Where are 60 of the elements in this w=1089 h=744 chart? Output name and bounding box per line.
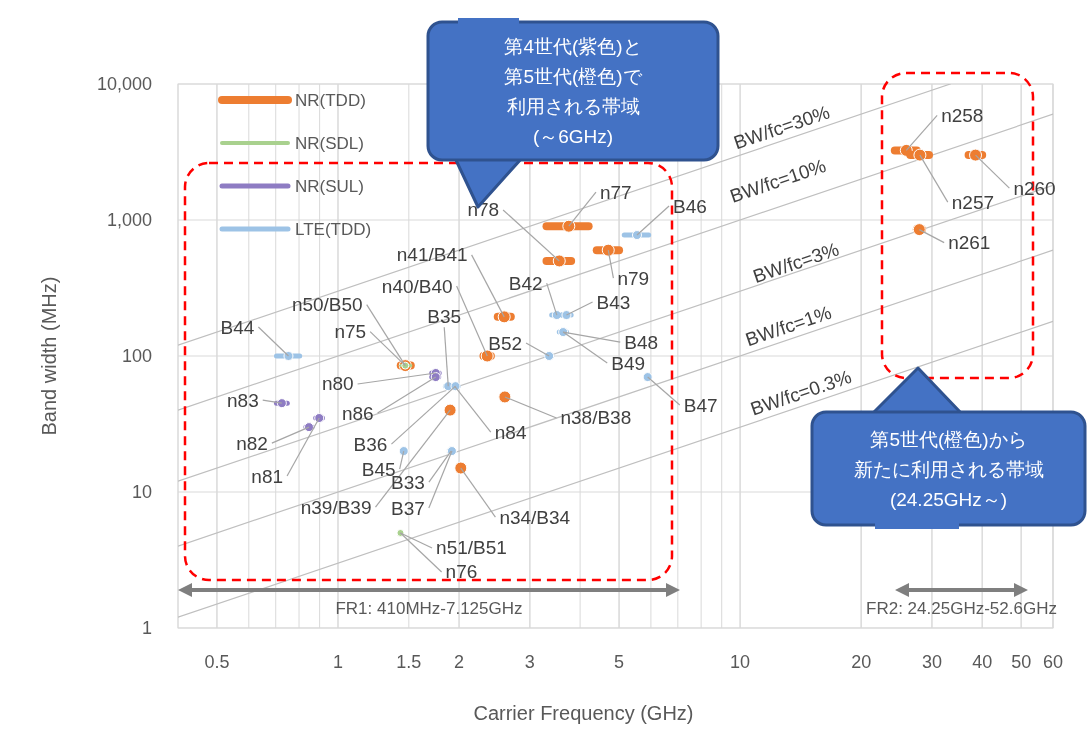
- annotation: n260: [1013, 177, 1056, 199]
- y-tick-label: 1: [141, 618, 152, 638]
- annotation: n261: [948, 232, 991, 254]
- y-tick-label: 100: [121, 346, 152, 366]
- y-axis-title: Band width (MHz): [38, 276, 60, 436]
- annotation: n41/B41: [396, 244, 468, 266]
- x-tick-label: 0.5: [204, 652, 230, 672]
- annotation: n80: [321, 373, 354, 395]
- annotation: B49: [611, 352, 646, 374]
- x-tick-label: 50: [1011, 652, 1032, 672]
- legend-label: NR(SDL): [295, 133, 364, 153]
- annotation: n38/B38: [560, 407, 632, 429]
- annotation: n34/B34: [499, 506, 571, 528]
- annotation: n79: [617, 267, 650, 289]
- annotation: n40/B40: [381, 275, 453, 297]
- annotation: n39/B39: [300, 496, 372, 518]
- legend-label: NR(SUL): [295, 176, 364, 196]
- y-tick-label: 10: [131, 482, 152, 502]
- x-tick-label: 5: [614, 652, 625, 672]
- annotation: FR2: 24.25GHz-52.6GHz: [866, 599, 1057, 618]
- annotation: B46: [673, 195, 707, 217]
- annotation: n84: [494, 421, 527, 443]
- annotation: n257: [951, 191, 995, 213]
- x-tick-label: 3: [524, 652, 535, 672]
- x-tick-label: 10: [730, 652, 751, 672]
- y-tick-label: 10,000: [96, 74, 152, 94]
- annotation: B42: [508, 272, 543, 294]
- annotation: n75: [334, 321, 367, 343]
- x-tick-label: 40: [972, 652, 993, 672]
- x-tick-label: 30: [921, 652, 942, 672]
- annotation: n83: [227, 389, 259, 411]
- annotation: B47: [683, 394, 718, 416]
- annotation: FR1: 410MHz-7.125GHz: [335, 599, 523, 618]
- annotation: n258: [941, 104, 984, 126]
- legend-label: LTE(TDD): [295, 219, 372, 239]
- x-tick-label: 2: [454, 652, 465, 672]
- annotation: B48: [624, 331, 659, 353]
- annotation: B37: [391, 497, 425, 519]
- annotation: n77: [599, 181, 632, 203]
- annotation: B44: [220, 316, 255, 338]
- x-tick-label: 20: [851, 652, 872, 672]
- annotation: n86: [341, 402, 374, 424]
- x-tick-label: 1.5: [396, 652, 422, 672]
- annotation: 第4世代(紫色)と第5世代(橙色)で利用される帯域(～6GHz): [504, 36, 643, 147]
- annotation: n78: [467, 199, 500, 221]
- annotation: 第5世代(橙色)から新たに利用される帯域(24.25GHz～): [853, 428, 1044, 510]
- annotation: n51/B51: [436, 537, 507, 559]
- annotation: n50/B50: [291, 294, 363, 316]
- x-tick-label: 1: [333, 652, 344, 672]
- annotation: n76: [445, 561, 478, 583]
- annotation: B36: [353, 433, 388, 455]
- annotation: B35: [427, 305, 462, 327]
- legend-label: NR(TDD): [295, 90, 366, 110]
- x-tick-label: 60: [1042, 652, 1064, 672]
- annotation: B43: [596, 291, 631, 313]
- annotation: n81: [251, 465, 284, 487]
- annotation: B52: [488, 332, 523, 354]
- x-axis-title: Carrier Frequency (GHz): [473, 702, 694, 724]
- annotation: n82: [236, 432, 268, 454]
- y-tick-label: 1,000: [106, 210, 152, 230]
